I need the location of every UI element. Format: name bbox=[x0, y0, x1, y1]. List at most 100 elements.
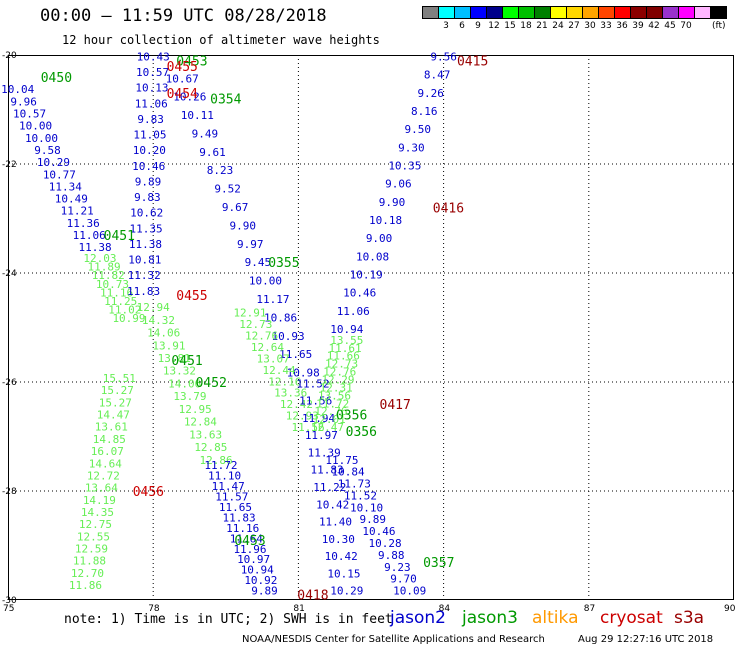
wave-height-value: 10.46 bbox=[343, 287, 376, 300]
wave-height-value: 10.08 bbox=[356, 250, 389, 263]
wave-height-value: 9.89 bbox=[360, 513, 387, 526]
satellite-legend-item: s3a bbox=[674, 608, 705, 628]
color-scale-label: 27 bbox=[568, 21, 580, 31]
wave-height-value: 13.64 bbox=[85, 482, 118, 495]
wave-height-value: 10.13 bbox=[135, 82, 168, 95]
wave-height-value: 10.86 bbox=[264, 311, 297, 324]
wave-height-value: 11.02 bbox=[108, 303, 141, 316]
wave-height-value: 9.58 bbox=[34, 144, 61, 157]
wave-height-value: 11.10 bbox=[208, 470, 241, 483]
wave-height-value: 14.32 bbox=[142, 314, 175, 327]
wave-height-value: 11.86 bbox=[69, 579, 102, 592]
wave-height-value: 11.16 bbox=[100, 286, 133, 299]
wave-height-value: 10.98 bbox=[287, 367, 320, 380]
wave-height-value: 10.11 bbox=[181, 109, 214, 122]
wave-height-value: 10.42 bbox=[316, 498, 349, 511]
generation-timestamp: Aug 29 12:27:16 UTC 2018 bbox=[578, 634, 714, 645]
wave-height-value: 10.57 bbox=[13, 107, 46, 120]
wave-height-value: 11.73 bbox=[338, 478, 371, 491]
color-scale-label: 3 bbox=[443, 21, 449, 31]
wave-height-value: 13.91 bbox=[152, 339, 185, 352]
pass-label: 0355 bbox=[268, 256, 299, 271]
color-scale-label: 15 bbox=[504, 21, 516, 31]
wave-height-value: 11.22 bbox=[313, 481, 346, 494]
wave-height-value: 11.64 bbox=[230, 532, 263, 545]
color-scale-label: 18 bbox=[520, 21, 532, 31]
wave-height-value: 11.83 bbox=[127, 285, 160, 298]
color-scale-label: 6 bbox=[459, 21, 465, 31]
color-scale-label: 21 bbox=[536, 21, 548, 31]
wave-height-value: 10.43 bbox=[137, 50, 170, 63]
wave-height-value: 10.92 bbox=[244, 574, 277, 587]
pass-label: 0450 bbox=[41, 71, 72, 86]
wave-height-value: 11.17 bbox=[256, 293, 289, 306]
pass-label: 0452 bbox=[196, 376, 227, 391]
longitude-label: 90 bbox=[724, 604, 736, 614]
wave-height-value: 14.06 bbox=[168, 377, 201, 390]
wave-height-value: 12.16 bbox=[268, 375, 301, 388]
color-scale-label: 36 bbox=[616, 21, 628, 31]
wave-height-value: 10.49 bbox=[55, 193, 88, 206]
wave-height-value: 12.84 bbox=[184, 416, 217, 429]
wave-height-value: 11.06 bbox=[135, 97, 168, 110]
altimeter-tracks: 10.049.9610.5710.0010.009.5810.2910.7711… bbox=[1, 50, 457, 597]
wave-height-value: 13.55 bbox=[330, 334, 363, 347]
wave-height-value: 13.56 bbox=[318, 389, 351, 402]
wave-height-value: 9.97 bbox=[237, 238, 264, 251]
pass-label: 0453 bbox=[234, 534, 265, 549]
wave-height-value: 11.38 bbox=[129, 238, 162, 251]
wave-height-value: 10.94 bbox=[241, 564, 274, 577]
wave-height-value: 10.04 bbox=[1, 83, 34, 96]
latitude-label: -24 bbox=[2, 269, 17, 279]
wave-height-value: 10.29 bbox=[37, 156, 70, 169]
wave-height-value: 10.15 bbox=[327, 567, 360, 580]
wave-height-value: 11.97 bbox=[305, 429, 338, 442]
wave-height-value: 16.07 bbox=[91, 445, 124, 458]
wave-height-value: 9.52 bbox=[214, 183, 241, 196]
wave-height-value: 10.77 bbox=[43, 168, 76, 181]
wave-height-value: 12.76 bbox=[314, 405, 347, 418]
wave-height-value: 10.20 bbox=[133, 144, 166, 157]
wave-height-value: 9.90 bbox=[379, 196, 406, 209]
graticule bbox=[8, 55, 734, 600]
wave-height-value: 11.61 bbox=[328, 342, 361, 355]
color-scale-label: 70 bbox=[680, 21, 692, 31]
wave-height-value: 11.88 bbox=[73, 555, 106, 568]
wave-height-value: 9.56 bbox=[430, 50, 457, 63]
pass-label: 0356 bbox=[346, 425, 377, 440]
latitude-label: -20 bbox=[2, 51, 17, 61]
wave-height-value: 12.73 bbox=[325, 358, 358, 371]
wave-height-value: 12.64 bbox=[251, 341, 284, 354]
wave-height-value: 11.72 bbox=[316, 397, 349, 410]
wave-height-value: 12.85 bbox=[194, 441, 227, 454]
wave-height-value: 12.47 bbox=[311, 421, 344, 434]
wave-height-value: 11.96 bbox=[233, 543, 266, 556]
wave-height-value: 9.83 bbox=[134, 191, 161, 204]
wave-height-value: 15.51 bbox=[103, 372, 136, 385]
wave-height-value: 12.73 bbox=[239, 318, 272, 331]
wave-height-value: 11.72 bbox=[204, 459, 237, 472]
wave-height-value: 12.03 bbox=[83, 252, 116, 265]
wave-height-value: 11.34 bbox=[49, 180, 82, 193]
footnote: note: 1) Time is in UTC; 2) SWH is in fe… bbox=[64, 612, 393, 627]
wave-height-value: 9.83 bbox=[137, 113, 164, 126]
wave-height-value: 8.47 bbox=[424, 69, 451, 82]
wave-height-value: 10.97 bbox=[237, 553, 270, 566]
wave-height-value: 11.65 bbox=[219, 501, 252, 514]
wave-height-value: 10.67 bbox=[166, 72, 199, 85]
wave-height-value: 10.00 bbox=[249, 275, 282, 288]
wave-height-value: 14.35 bbox=[81, 506, 114, 519]
wave-height-value: 10.46 bbox=[362, 525, 395, 538]
wave-height-value: 12.91 bbox=[233, 307, 266, 320]
wave-height-value: 10.19 bbox=[350, 268, 383, 281]
pass-label: 0417 bbox=[380, 398, 411, 413]
pass-label: 0453 bbox=[176, 54, 207, 69]
latitude-label: -28 bbox=[2, 487, 17, 497]
wave-height-value: 11.40 bbox=[319, 516, 352, 529]
pass-label: 0415 bbox=[457, 54, 488, 69]
longitude-label: 75 bbox=[3, 604, 14, 614]
pass-label: 0455 bbox=[176, 289, 207, 304]
